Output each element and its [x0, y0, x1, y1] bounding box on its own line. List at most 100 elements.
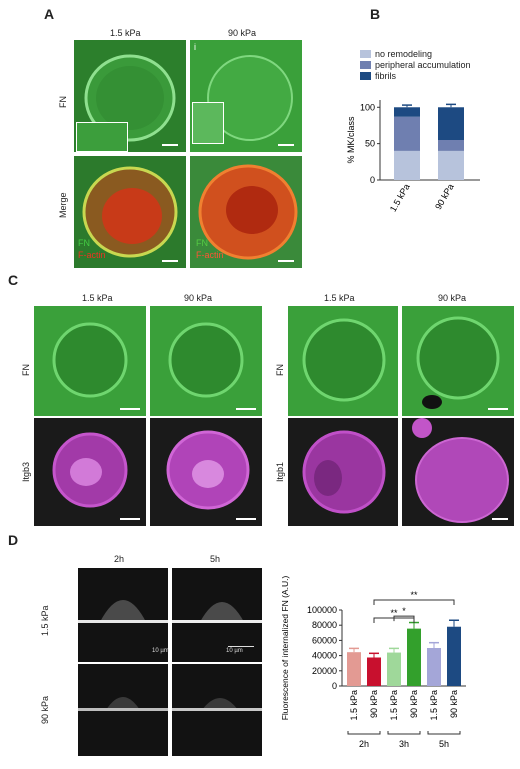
micrograph-c-itgb1-stiff [402, 418, 514, 526]
legend-label: peripheral accumulation [375, 60, 471, 70]
micrograph-d-stiff-5h [172, 664, 262, 756]
x-tick-label: 90 kPa [369, 690, 379, 718]
panel-c-left-row1-label: FN [21, 364, 31, 376]
scale-bar [236, 408, 256, 410]
chart-d: 0 20000 40000 60000 80000 100000 Fluorescence … [280, 576, 466, 749]
x-tick-label: 1.5 kPa [429, 690, 439, 721]
scale-bar [492, 518, 508, 520]
legend-factin: F-actin [78, 250, 106, 260]
legend-swatch [360, 72, 371, 80]
scale-label: 10 µm [152, 648, 169, 654]
legend-fn: FN [196, 238, 208, 248]
bar [427, 648, 441, 686]
micrograph-c-fn-stiff-itgb1 [402, 306, 514, 416]
legend-label: fibrils [375, 71, 397, 81]
bar-segment [394, 116, 420, 151]
bar [447, 626, 461, 686]
panel-c-left-row2-label: Itgb3 [21, 461, 31, 482]
panel-label-a: A [44, 6, 55, 22]
micrograph-c-itgb3-stiff [150, 418, 262, 526]
scale-bar [278, 144, 294, 146]
scale-bar [162, 144, 178, 146]
micrograph-d-soft-5h: 10 µm [172, 568, 262, 662]
panel-c-right-row1-label: FN [275, 364, 285, 376]
y-tick-label: 20000 [312, 666, 337, 676]
panel-a-row2-label: Merge [58, 192, 68, 218]
x-tick-label: 1.5 kPa [349, 690, 359, 721]
x-tick-label: 90 kPa [409, 690, 419, 718]
inset-box [192, 102, 224, 144]
bar [367, 657, 381, 686]
scale-bar [278, 260, 294, 262]
micrograph-a-merge-stiff: FN F-actin [190, 156, 302, 268]
bar [387, 652, 401, 686]
x-tick-label: 90 kPa [449, 690, 459, 718]
legend-label: no remodeling [375, 49, 432, 59]
bar-segment [394, 150, 420, 180]
y-axis-label: Fluorescence of internalized FN (A.U.) [280, 576, 290, 721]
group-bracket [387, 731, 421, 735]
panel-label-d: D [8, 532, 19, 548]
panel-d-row1-label: 1.5 kPa [40, 605, 50, 636]
micrograph-a-fn-soft [74, 40, 186, 152]
bar-segment [394, 107, 420, 117]
group-label: 2h [359, 739, 369, 749]
micrograph-c-fn-soft-itgb3 [34, 306, 146, 416]
legend-swatch [360, 50, 371, 58]
panel-a-row1-label: FN [58, 96, 68, 108]
group-label: 5h [439, 739, 449, 749]
x-tick-label: 1.5 kPa [388, 182, 412, 213]
scale-bar [120, 408, 140, 410]
micrograph-c-itgb3-soft [34, 418, 146, 526]
panel-a-col1-label: 1.5 kPa [110, 28, 141, 38]
scale-bar [120, 518, 140, 520]
significance-label: ** [410, 590, 418, 600]
inset-marker: i [194, 42, 196, 52]
y-tick-label: 100000 [307, 605, 337, 615]
scale-bar [162, 260, 178, 262]
panel-c-left-col1-label: 1.5 kPa [82, 293, 113, 303]
y-tick-label: 50 [365, 139, 375, 149]
y-tick-label: 100 [360, 102, 375, 112]
bar-segment [438, 140, 464, 151]
panel-a-col2-label: 90 kPa [228, 28, 257, 38]
y-tick-label: 80000 [312, 620, 337, 630]
panel-c-right-row2-label: Itgb1 [275, 461, 285, 482]
y-tick-label: 60000 [312, 635, 337, 645]
group-bracket [347, 731, 381, 735]
panel-d-col1-label: 2h [114, 554, 125, 564]
significance-bracket [373, 599, 455, 605]
y-tick-label: 0 [370, 175, 375, 185]
x-tick-label: 90 kPa [433, 182, 456, 211]
y-axis-label: % MK/class [346, 116, 356, 164]
legend-swatch [360, 61, 371, 69]
y-tick-label: 0 [332, 681, 337, 691]
significance-label: ** [390, 608, 398, 618]
panel-label-c: C [8, 272, 19, 288]
scale-bar [488, 408, 508, 410]
micrograph-c-fn-stiff-itgb3 [150, 306, 262, 416]
y-tick-label: 40000 [312, 651, 337, 661]
group-bracket [427, 731, 461, 735]
panel-label-b: B [370, 6, 381, 22]
scale-bar [228, 646, 254, 647]
micrograph-c-itgb1-soft [288, 418, 398, 526]
scale-label: 10 µm [226, 648, 243, 654]
group-label: 3h [399, 739, 409, 749]
micrograph-a-fn-stiff: i [190, 40, 302, 152]
legend-factin: F-actin [196, 250, 224, 260]
scale-bar [236, 518, 256, 520]
legend-fn: FN [78, 238, 90, 248]
bar [407, 628, 421, 686]
panel-d-row2-label: 90 kPa [40, 695, 50, 724]
panel-c-right-col1-label: 1.5 kPa [324, 293, 355, 303]
bar [347, 652, 361, 686]
bar-segment [438, 107, 464, 140]
panel-c-right-col2-label: 90 kPa [438, 293, 467, 303]
significance-label: * [402, 606, 406, 616]
bar-segment [438, 150, 464, 180]
micrograph-d-soft-2h [78, 568, 168, 662]
panel-c-left-col2-label: 90 kPa [184, 293, 213, 303]
panel-d-col2-label: 5h [210, 554, 221, 564]
